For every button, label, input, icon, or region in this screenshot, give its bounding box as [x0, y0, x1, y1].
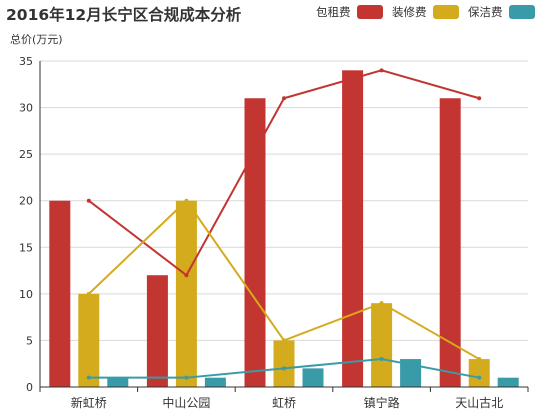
legend-item-1[interactable]: 装修费 — [392, 5, 459, 19]
x-tick-label: 新虹桥 — [71, 395, 107, 410]
y-tick-label: 30 — [19, 102, 33, 115]
point-0-0[interactable] — [86, 198, 91, 203]
bar-0-0[interactable] — [49, 200, 71, 387]
point-2-4[interactable] — [477, 375, 482, 380]
y-tick-label: 20 — [19, 195, 33, 208]
x-axis: 新虹桥 中山公园 虹桥 镇宁路 天山古北 — [39, 386, 529, 410]
point-2-1[interactable] — [184, 375, 189, 380]
bar-2-0[interactable] — [107, 377, 129, 387]
bar-1-0[interactable] — [78, 293, 100, 387]
point-0-1[interactable] — [184, 273, 189, 278]
x-tick-label: 虹桥 — [272, 396, 296, 410]
legend-swatch — [357, 5, 383, 19]
bar-2-4[interactable] — [497, 377, 519, 387]
point-1-2[interactable] — [282, 338, 286, 343]
y-tick-label: 25 — [19, 148, 33, 161]
y-axis-ticks: 0 5 10 15 20 25 30 35 — [19, 55, 41, 394]
bar-1-3[interactable] — [371, 303, 393, 387]
point-0-2[interactable] — [282, 96, 286, 101]
bar-0-3[interactable] — [342, 70, 364, 388]
bar-2-1[interactable] — [204, 377, 226, 387]
legend-item-2[interactable]: 保洁费 — [468, 5, 535, 19]
legend-label: 装修费 — [392, 5, 427, 19]
point-2-0[interactable] — [86, 375, 91, 380]
point-0-4[interactable] — [477, 96, 482, 101]
point-2-3[interactable] — [379, 357, 384, 362]
bar-1-4[interactable] — [468, 359, 490, 387]
bar-1-2[interactable] — [273, 340, 295, 387]
y-tick-label: 15 — [19, 241, 33, 254]
y-tick-label: 5 — [26, 334, 33, 347]
legend-swatch — [433, 5, 459, 19]
point-2-2[interactable] — [282, 366, 286, 371]
legend-swatch — [509, 5, 535, 19]
bar-0-2[interactable] — [244, 98, 266, 387]
x-tick-label: 中山公园 — [162, 395, 210, 410]
legend[interactable]: 包租费 装修费 保洁费 — [316, 5, 535, 19]
x-tick-label: 镇宁路 — [364, 395, 400, 410]
bar-1-1[interactable] — [175, 200, 197, 387]
grid — [40, 60, 528, 341]
point-1-1[interactable] — [184, 198, 189, 203]
x-tick-label: 天山古北 — [455, 395, 503, 410]
point-1-4[interactable] — [477, 357, 482, 362]
y-tick-label: 0 — [26, 381, 33, 394]
lines — [86, 68, 482, 380]
legend-label: 包租费 — [316, 5, 351, 19]
bar-0-4[interactable] — [439, 98, 461, 387]
y-tick-label: 35 — [19, 55, 33, 68]
series-line-0[interactable] — [88, 69, 480, 277]
legend-label: 保洁费 — [468, 5, 503, 19]
bar-0-1[interactable] — [146, 275, 168, 387]
point-1-3[interactable] — [379, 301, 384, 306]
chart-title: 2016年12月长宁区合规成本分析 — [6, 5, 242, 24]
legend-item-0[interactable]: 包租费 — [316, 5, 383, 19]
bar-2-2[interactable] — [302, 368, 324, 387]
y-axis-label: 总价(万元) — [10, 32, 63, 46]
y-tick-label: 10 — [19, 288, 33, 301]
point-0-3[interactable] — [379, 68, 384, 73]
point-1-0[interactable] — [86, 291, 91, 296]
bars — [49, 70, 519, 388]
